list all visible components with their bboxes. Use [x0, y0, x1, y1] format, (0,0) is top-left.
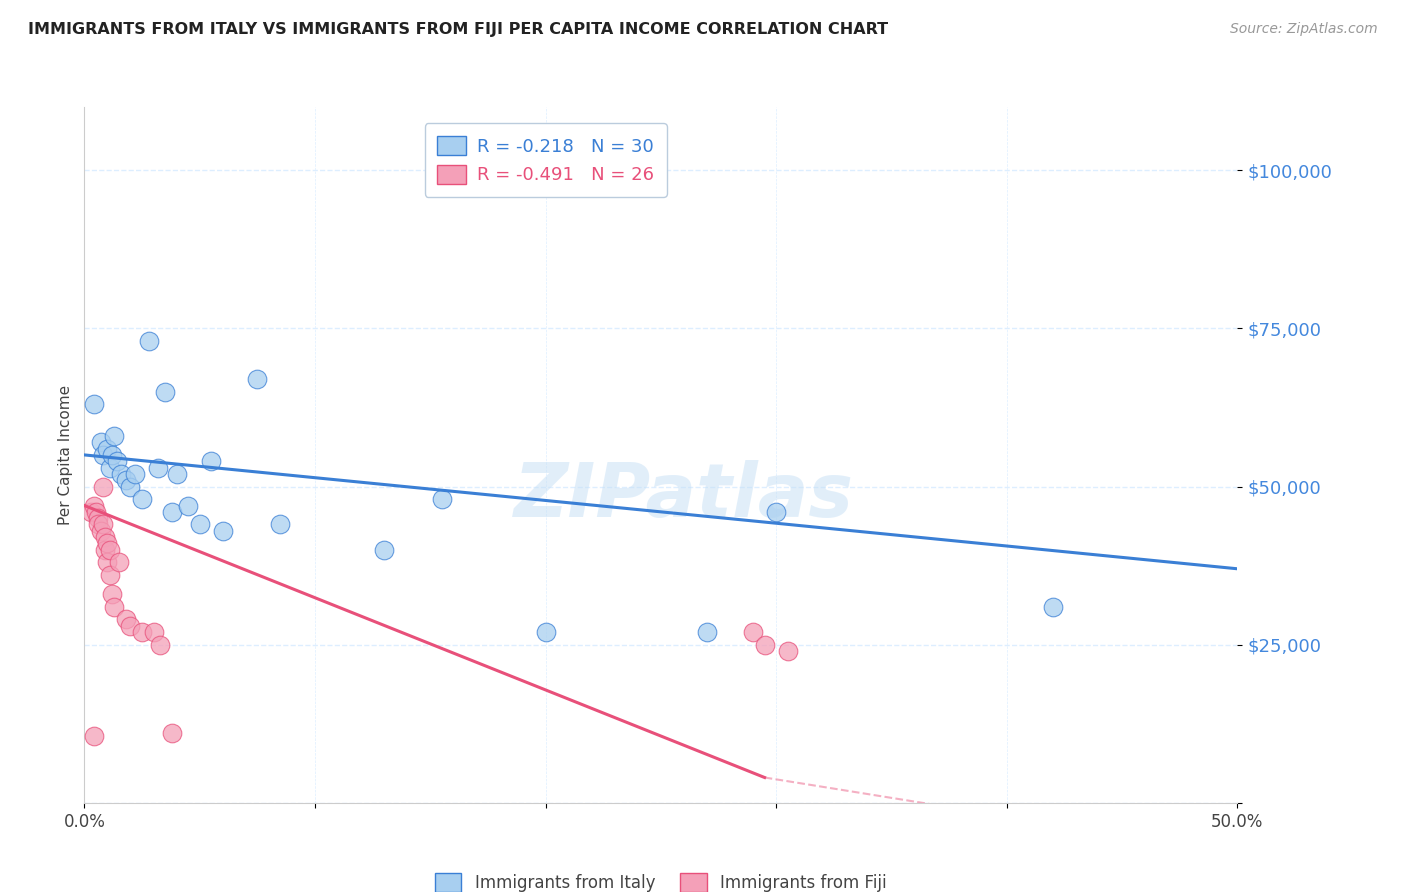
Y-axis label: Per Capita Income: Per Capita Income: [58, 384, 73, 525]
Point: [94, 530, 117, 544]
Point: [84, 505, 107, 519]
Point: [153, 384, 176, 399]
Point: [1042, 599, 1064, 614]
Point: [177, 499, 200, 513]
Point: [776, 644, 799, 658]
Point: [87, 511, 110, 525]
Point: [83, 730, 105, 744]
Point: [103, 429, 125, 443]
Point: [91, 479, 114, 493]
Text: IMMIGRANTS FROM ITALY VS IMMIGRANTS FROM FIJI PER CAPITA INCOME CORRELATION CHAR: IMMIGRANTS FROM ITALY VS IMMIGRANTS FROM…: [28, 22, 889, 37]
Point: [160, 505, 183, 519]
Point: [120, 618, 142, 632]
Point: [373, 542, 395, 557]
Point: [87, 517, 110, 532]
Point: [269, 517, 291, 532]
Point: [96, 536, 118, 550]
Point: [94, 542, 117, 557]
Point: [98, 568, 121, 582]
Point: [124, 467, 146, 481]
Point: [765, 505, 787, 519]
Point: [246, 372, 269, 386]
Point: [742, 625, 765, 640]
Point: [105, 454, 128, 468]
Text: Source: ZipAtlas.com: Source: ZipAtlas.com: [1230, 22, 1378, 37]
Point: [754, 638, 776, 652]
Point: [430, 492, 453, 507]
Point: [115, 612, 138, 626]
Point: [96, 442, 118, 456]
Point: [108, 556, 131, 570]
Point: [200, 454, 222, 468]
Point: [160, 726, 183, 740]
Point: [115, 473, 138, 487]
Point: [696, 625, 718, 640]
Point: [101, 448, 124, 462]
Point: [101, 587, 124, 601]
Point: [188, 517, 211, 532]
Point: [91, 517, 114, 532]
Point: [149, 638, 172, 652]
Point: [89, 524, 111, 538]
Point: [98, 460, 121, 475]
Point: [120, 479, 142, 493]
Point: [131, 492, 153, 507]
Point: [83, 397, 105, 411]
Point: [131, 625, 153, 640]
Text: ZIPatlas: ZIPatlas: [513, 460, 853, 533]
Point: [142, 625, 165, 640]
Point: [534, 625, 557, 640]
Legend: Immigrants from Italy, Immigrants from Fiji: Immigrants from Italy, Immigrants from F…: [427, 867, 894, 892]
Point: [146, 460, 169, 475]
Point: [138, 334, 160, 348]
Point: [166, 467, 188, 481]
Point: [98, 542, 121, 557]
Point: [103, 599, 125, 614]
Point: [211, 524, 233, 538]
Point: [83, 499, 105, 513]
Point: [91, 448, 114, 462]
Point: [96, 556, 118, 570]
Point: [110, 467, 132, 481]
Point: [89, 435, 111, 450]
Point: [80, 505, 103, 519]
